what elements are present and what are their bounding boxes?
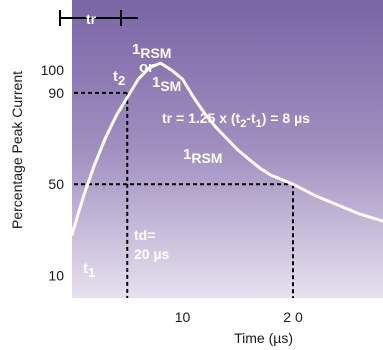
rise-time-formula: tr = 1.25 x (t2-t1) = 8 µs (162, 110, 310, 130)
peak-label-1-sub: RSM (140, 45, 171, 61)
t2-label: t2 (113, 68, 125, 88)
peak-label-2-sub: SM (160, 78, 181, 94)
waveform-curve (70, 61, 383, 236)
y-tick-label: 10 (48, 268, 64, 284)
y-axis-title: Percentage Peak Current (9, 71, 25, 229)
y-axis-ticks: 100 90 50 10 (41, 62, 65, 284)
x-axis-title: Time (µs) (234, 330, 293, 346)
guide-lines (74, 91, 294, 298)
peak-label-1: 1 (132, 41, 140, 58)
svg-text:1RSM: 1RSM (132, 41, 171, 61)
tr-label: tr (86, 11, 97, 27)
plot-background (72, 0, 383, 298)
y-tick-label: 100 (41, 62, 65, 78)
y-tick-label: 50 (48, 176, 64, 192)
peak-label-or: or (139, 59, 154, 76)
x-tick-label: 2 0 (283, 309, 303, 325)
y-tick-label: 90 (48, 85, 64, 101)
tr-bracket: tr (59, 10, 138, 27)
peak-label-2: 1 (152, 74, 160, 91)
half-value-label: 1RSM (183, 146, 222, 166)
td-label-line1: td= (134, 227, 155, 243)
svg-text:1SM: 1SM (152, 74, 181, 94)
td-label-line2: 20 µs (134, 246, 170, 262)
peak-label: 1RSM or 1SM (132, 41, 181, 94)
t1-label: t1 (83, 260, 95, 280)
x-tick-label: 10 (175, 309, 191, 325)
x-axis-ticks: 102 0304050 (175, 309, 303, 325)
